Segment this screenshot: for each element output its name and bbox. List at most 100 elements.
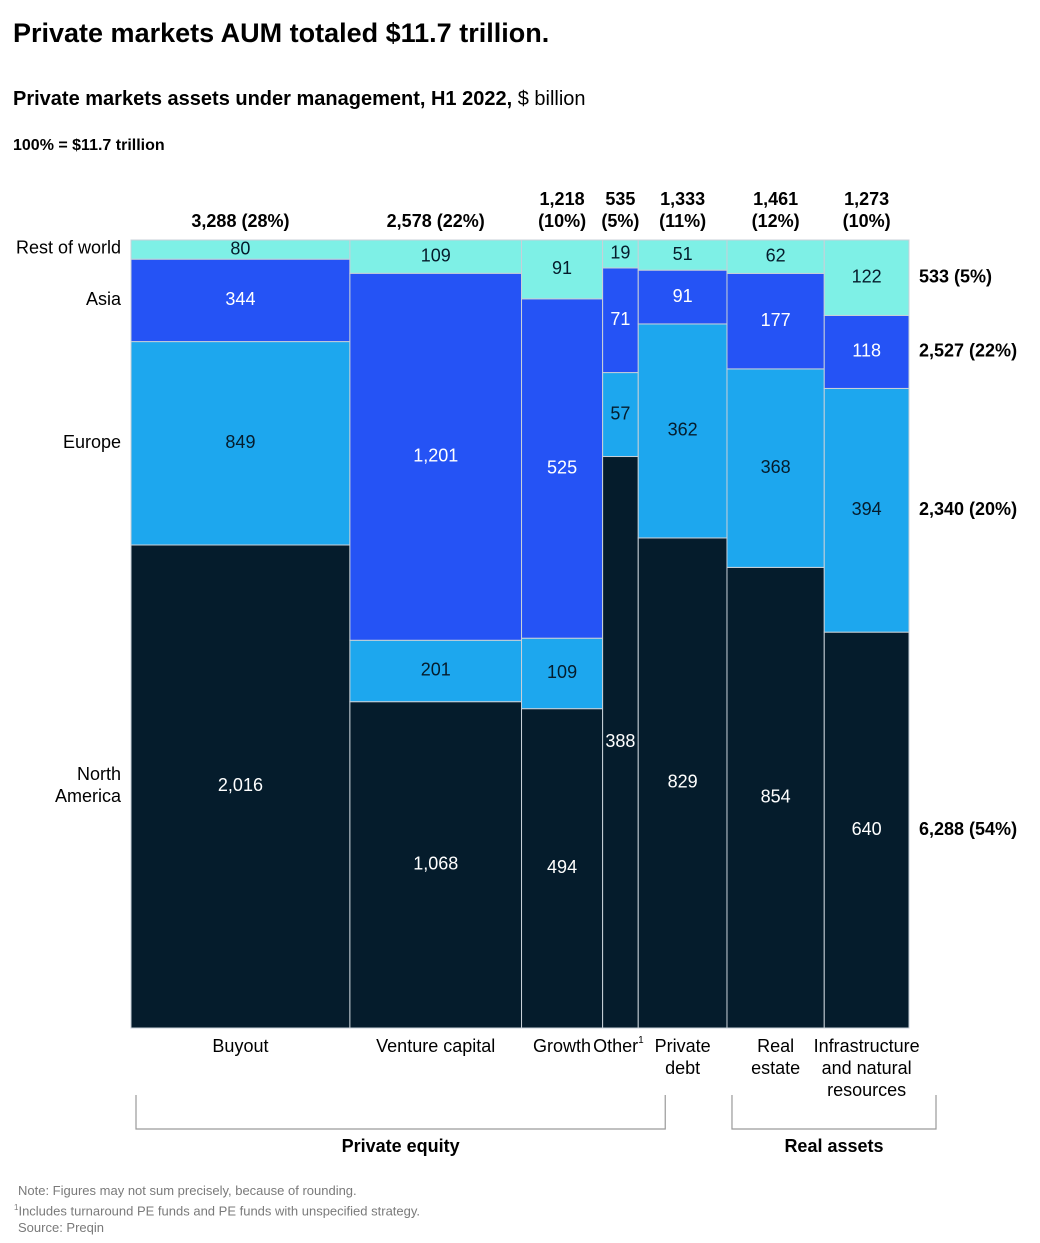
- value-label-private-debt-rest-of-world: 51: [673, 244, 693, 264]
- value-label-venture-capital-europe: 201: [421, 660, 451, 680]
- bar-other-europe: [602, 372, 639, 458]
- subtitle-unit: $ billion: [512, 88, 586, 110]
- total-base-label: 100% = $11.7 trillion: [13, 137, 165, 154]
- column-total-real-estate: (12%): [752, 211, 800, 231]
- group-bracket-real-assets: [731, 1095, 937, 1130]
- headline: Private markets AUM totaled $11.7 trilli…: [13, 18, 550, 48]
- column-total-other: (5%): [601, 211, 639, 231]
- bar-buyout-north-america: [130, 544, 351, 1029]
- value-label-private-debt-north-america: 829: [668, 772, 698, 792]
- value-label-private-debt-europe: 362: [668, 420, 698, 440]
- value-label-buyout-asia: 344: [225, 289, 255, 309]
- value-label-infrastructure-and-natural-resources-europe: 394: [852, 499, 882, 519]
- category-label-real-estate: Real: [757, 1036, 794, 1056]
- segment-total-europe: 2,340 (20%): [919, 499, 1017, 519]
- bar-real-estate-rest-of-world: [726, 239, 825, 274]
- value-label-venture-capital-asia: 1,201: [413, 446, 458, 466]
- column-total-growth: 1,218: [540, 189, 585, 209]
- value-label-growth-asia: 525: [547, 457, 577, 477]
- bar-venture-capital-rest-of-world: [349, 239, 523, 274]
- segment-label-europe: Europe: [63, 432, 121, 452]
- value-label-other-asia: 71: [610, 309, 630, 329]
- bar-infrastructure-and-natural-resources-north-america: [823, 631, 910, 1029]
- category-label-private-debt: Private: [655, 1036, 711, 1056]
- footnotes: Note: Figures may not sum precisely, bec…: [14, 1182, 420, 1236]
- segment-label-asia: Asia: [86, 289, 122, 309]
- value-label-buyout-rest-of-world: 80: [230, 238, 250, 258]
- category-label-buyout: Buyout: [212, 1036, 268, 1056]
- bar-private-debt-asia: [637, 269, 728, 325]
- value-label-buyout-north-america: 2,016: [218, 775, 263, 795]
- source-note: Source: Preqin: [18, 1220, 104, 1236]
- bar-real-estate-europe: [726, 368, 825, 568]
- value-label-private-debt-asia: 91: [673, 286, 693, 306]
- value-label-real-estate-rest-of-world: 62: [766, 245, 786, 265]
- bar-real-estate-north-america: [726, 566, 825, 1029]
- bar-infrastructure-and-natural-resources-rest-of-world: [823, 239, 910, 316]
- value-label-venture-capital-rest-of-world: 109: [421, 245, 451, 265]
- category-label-real-estate: estate: [751, 1058, 800, 1078]
- group-bracket-private-equity: [135, 1095, 666, 1130]
- bar-other-north-america: [602, 456, 639, 1029]
- bar-private-debt-north-america: [637, 537, 728, 1029]
- value-label-infrastructure-and-natural-resources-north-america: 640: [852, 819, 882, 839]
- column-total-growth: (10%): [538, 211, 586, 231]
- bar-venture-capital-north-america: [349, 701, 523, 1029]
- value-label-growth-rest-of-world: 91: [552, 258, 572, 278]
- bar-infrastructure-and-natural-resources-europe: [823, 387, 910, 633]
- bar-growth-asia: [521, 298, 604, 639]
- bar-venture-capital-asia: [349, 272, 523, 641]
- footnote-1: 1Includes turnaround PE funds and PE fun…: [14, 1199, 420, 1219]
- column-total-real-estate: 1,461: [753, 189, 798, 209]
- segment-label-rest-of-world: Rest of world: [16, 237, 121, 257]
- category-label-infrastructure-and-natural-resources: resources: [827, 1080, 906, 1100]
- bar-private-debt-rest-of-world: [637, 239, 728, 271]
- value-label-growth-europe: 109: [547, 662, 577, 682]
- value-label-other-rest-of-world: 19: [610, 243, 630, 263]
- value-label-real-estate-north-america: 854: [761, 786, 791, 806]
- segment-label-north-america: North: [77, 764, 121, 784]
- bar-growth-europe: [521, 637, 604, 710]
- chart-subtitle: Private markets assets under management,…: [13, 88, 586, 111]
- value-label-buyout-europe: 849: [225, 432, 255, 452]
- value-label-infrastructure-and-natural-resources-asia: 118: [852, 341, 881, 361]
- bar-venture-capital-europe: [349, 639, 523, 703]
- value-label-real-estate-europe: 368: [761, 457, 791, 477]
- bar-other-rest-of-world: [602, 239, 639, 269]
- value-label-infrastructure-and-natural-resources-rest-of-world: 122: [852, 266, 882, 286]
- rounding-note: Note: Figures may not sum precisely, bec…: [18, 1183, 357, 1198]
- value-label-real-estate-asia: 177: [761, 310, 791, 330]
- value-label-growth-north-america: 494: [547, 857, 577, 877]
- group-label-real-assets: Real assets: [784, 1136, 883, 1156]
- segment-total-asia: 2,527 (22%): [919, 341, 1017, 361]
- column-total-venture-capital: 2,578 (22%): [387, 211, 485, 231]
- column-total-infrastructure-and-natural-resources: (10%): [843, 211, 891, 231]
- category-label-infrastructure-and-natural-resources: Infrastructure: [814, 1036, 920, 1056]
- segment-total-north-america: 6,288 (54%): [919, 819, 1017, 839]
- bar-growth-rest-of-world: [521, 239, 604, 300]
- segment-total-rest-of-world: 533 (5%): [919, 266, 992, 286]
- value-label-venture-capital-north-america: 1,068: [413, 854, 458, 874]
- category-label-private-debt: debt: [665, 1058, 700, 1078]
- column-total-private-debt: (11%): [659, 211, 706, 231]
- column-total-private-debt: 1,333: [660, 189, 705, 209]
- category-label-other: Other1: [593, 1035, 644, 1056]
- marimekko-chart: 2,016 849 344 80 3,288 (28%) Buyout 1,068 201 1,…: [16, 189, 1017, 1156]
- footnote-text: Includes turnaround PE funds and PE fund…: [18, 1203, 421, 1219]
- column-total-other: 535: [605, 189, 635, 209]
- column-total-buyout: 3,288 (28%): [191, 211, 289, 231]
- value-label-other-north-america: 388: [605, 731, 635, 751]
- column-total-infrastructure-and-natural-resources: 1,273: [844, 189, 889, 209]
- footnote-marker: 1: [14, 1203, 19, 1212]
- bar-buyout-europe: [130, 341, 351, 546]
- category-label-infrastructure-and-natural-resources: and natural: [822, 1058, 912, 1078]
- bar-real-estate-asia: [726, 272, 825, 370]
- category-label-growth: Growth: [533, 1036, 591, 1056]
- bar-buyout-asia: [130, 258, 351, 343]
- bar-private-debt-europe: [637, 323, 728, 539]
- value-label-other-europe: 57: [610, 403, 630, 423]
- subtitle-main: Private markets assets under management,…: [13, 88, 513, 110]
- segment-label-north-america: America: [55, 786, 122, 806]
- group-label-private-equity: Private equity: [342, 1136, 460, 1156]
- category-label-venture-capital: Venture capital: [376, 1036, 495, 1056]
